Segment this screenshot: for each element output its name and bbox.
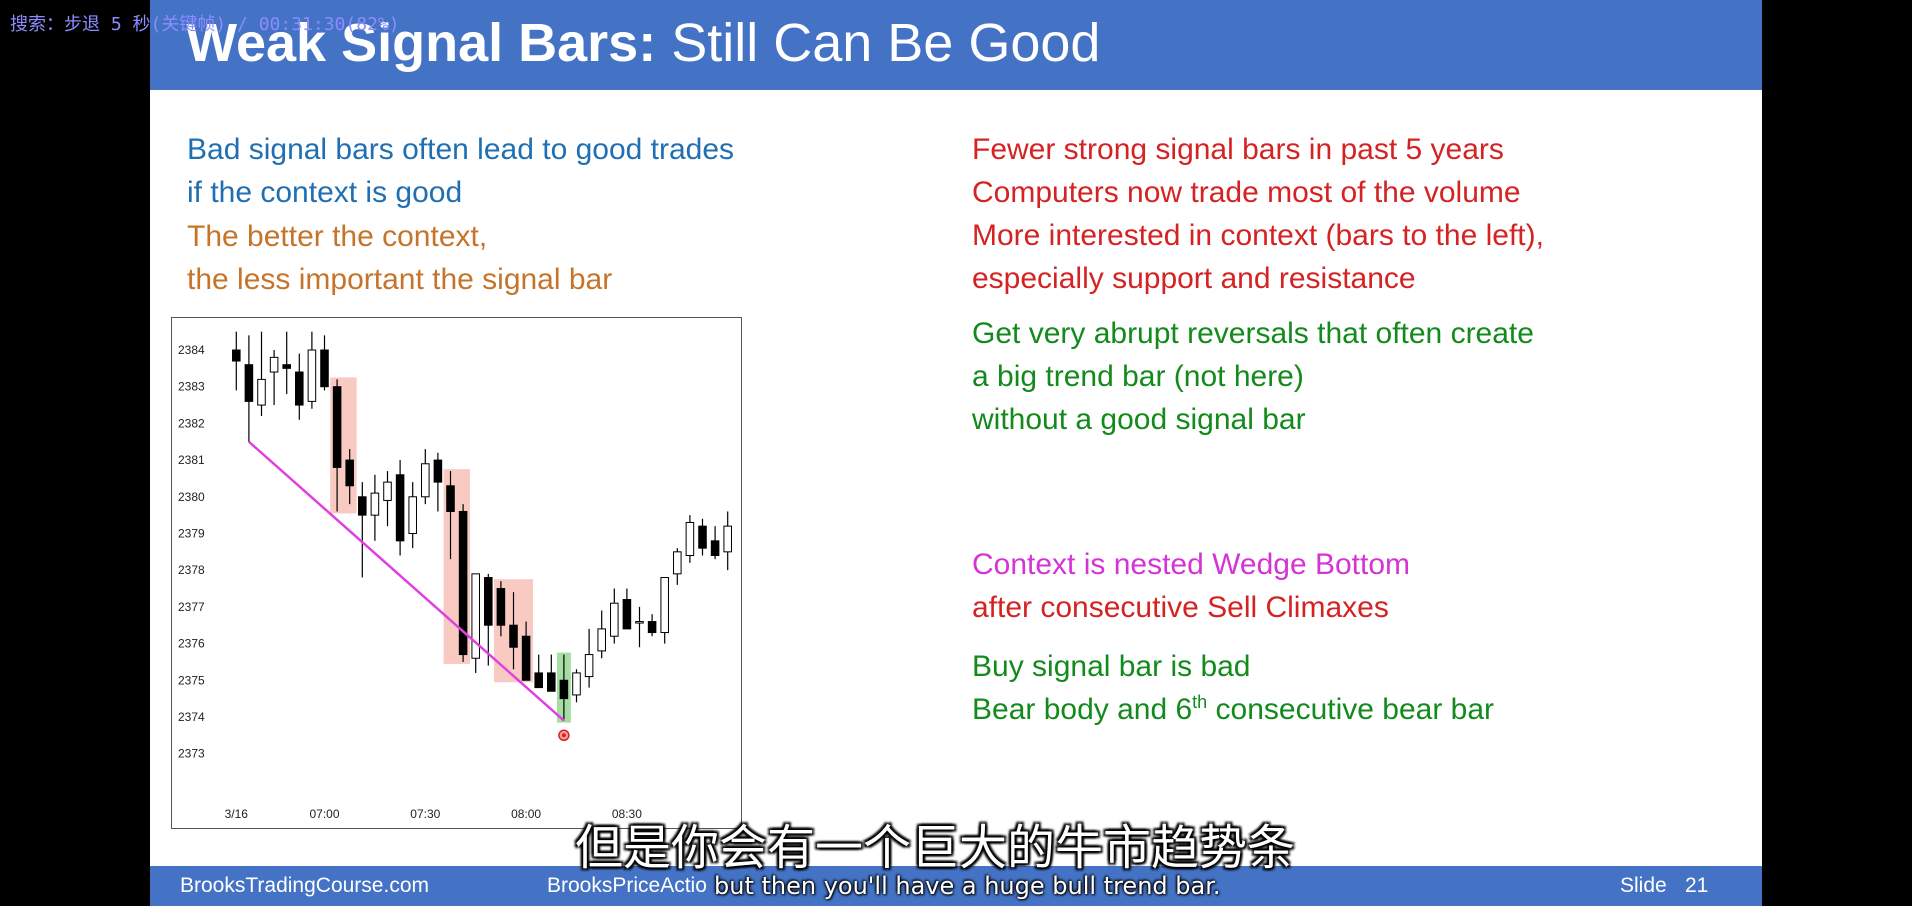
- candle-body: [534, 672, 543, 689]
- candle-body: [610, 602, 619, 637]
- candle-body: [496, 588, 506, 626]
- subtitle-english: but then you'll have a huge bull trend b…: [714, 872, 1221, 900]
- right-text-green-2: a big trend bar (not here): [972, 360, 1304, 393]
- presentation-slide: Weak Signal Bars: Still Can Be Good Bad …: [150, 0, 1762, 906]
- y-tick-label: 2376: [178, 637, 205, 651]
- title-bar: Weak Signal Bars: Still Can Be Good: [150, 0, 1762, 90]
- buy-signal-line: Buy signal bar is bad: [972, 650, 1251, 683]
- y-tick-label: 2380: [178, 490, 205, 504]
- x-tick-label: 08:30: [612, 807, 642, 821]
- y-tick-label: 2377: [178, 600, 205, 614]
- candle-body: [572, 672, 581, 696]
- candle-body: [584, 654, 594, 678]
- candle-body: [332, 386, 342, 468]
- candle-body: [433, 459, 443, 483]
- candle-body: [257, 378, 266, 406]
- candle-body: [446, 485, 455, 512]
- chart-svg: 2384 2383 2382 2381 2380 2379 2378 2377 2376 2375…: [178, 331, 732, 821]
- x-tick-label: 3/16: [225, 807, 249, 821]
- y-tick-label: 2384: [178, 343, 205, 357]
- candle-body: [471, 573, 480, 659]
- footer-middle: BrooksPriceActio: [547, 874, 707, 897]
- x-tick-label: 07:30: [410, 807, 440, 821]
- bear-body-sup: th: [1192, 692, 1208, 712]
- candle-body: [358, 496, 367, 516]
- signal-marker-dot: [561, 733, 566, 738]
- candle-body: [723, 525, 732, 553]
- y-tick-label: 2375: [178, 673, 205, 687]
- candle-body: [244, 364, 254, 402]
- right-text-green-3: without a good signal bar: [972, 403, 1306, 436]
- right-text-green-1: Get very abrupt reversals that often cre…: [972, 317, 1534, 350]
- slide-title: Weak Signal Bars: Still Can Be Good: [186, 12, 1100, 74]
- candle-body: [710, 540, 720, 557]
- candle-body: [484, 577, 493, 626]
- footer-bar: BrooksTradingCourse.com BrooksPriceActio…: [150, 866, 1762, 906]
- candle-body: [458, 510, 468, 656]
- bear-body-pre: Bear body and 6: [972, 693, 1193, 726]
- candle-body: [547, 672, 556, 692]
- candle-body: [307, 349, 317, 402]
- candle-body: [660, 577, 669, 634]
- wedge-trendline: [248, 440, 565, 722]
- sell-climax-line: after consecutive Sell Climaxes: [972, 591, 1389, 624]
- candle-body: [597, 628, 606, 652]
- candle-body: [232, 349, 241, 362]
- candle-body: [295, 371, 304, 406]
- y-tick-label: 2381: [178, 453, 205, 467]
- slide-title-rest: Still Can Be Good: [671, 13, 1101, 73]
- bear-body-post: consecutive bear bar: [1207, 693, 1495, 726]
- bear-body-line: Bear body and 6th consecutive bear bar: [972, 692, 1494, 727]
- candle-body: [559, 679, 569, 700]
- candle-body: [421, 463, 430, 498]
- right-text-red-2: Computers now trade most of the volume: [972, 176, 1521, 209]
- right-text-red-4: especially support and resistance: [972, 262, 1416, 295]
- candle-body: [408, 496, 417, 534]
- left-text-line-1: Bad signal bars often lead to good trade…: [187, 133, 735, 166]
- left-text-line-2: if the context is good: [187, 176, 463, 209]
- candle-body: [370, 492, 380, 516]
- footer-slide-label: Slide: [1620, 874, 1667, 897]
- footer-left: BrooksTradingCourse.com: [180, 874, 429, 897]
- y-tick-label: 2374: [178, 710, 205, 724]
- y-tick-label: 2379: [178, 526, 205, 540]
- y-tick-label: 2383: [178, 380, 205, 394]
- candle-body: [647, 621, 657, 634]
- candle-body: [320, 349, 329, 388]
- candle-body: [269, 356, 279, 373]
- right-text-red-3: More interested in context (bars to the …: [972, 219, 1544, 252]
- left-text-line-4: the less important the signal bar: [187, 263, 613, 296]
- candlestick-chart: 2384 2383 2382 2381 2380 2379 2378 2377 2376 2375…: [171, 317, 742, 829]
- footer-slide-number: 21: [1685, 874, 1709, 897]
- candle-body: [698, 525, 707, 549]
- candle-body: [395, 474, 405, 542]
- y-tick-label: 2378: [178, 563, 205, 577]
- candle-body: [622, 599, 632, 630]
- x-tick-label: 07:00: [309, 807, 339, 821]
- slide-title-bold: Weak Signal Bars:: [186, 13, 657, 73]
- subtitle-chinese: 但是你会有一个巨大的牛市趋势条: [575, 820, 1296, 876]
- x-tick-label: 08:00: [511, 807, 541, 821]
- video-osd-status: 搜索：步退 5 秒(关键帧) / 00:31:30(82%): [10, 14, 400, 35]
- y-tick-label: 2382: [178, 416, 205, 430]
- candle-body: [685, 521, 695, 556]
- candle-body: [345, 459, 354, 487]
- candle-body: [282, 364, 291, 369]
- candle-body: [635, 621, 644, 624]
- candle-body: [509, 624, 518, 648]
- candle-body: [521, 635, 531, 681]
- left-text-line-3: The better the context,: [187, 220, 488, 253]
- y-tick-label: 2373: [178, 747, 205, 761]
- context-line: Context is nested Wedge Bottom: [972, 548, 1411, 581]
- right-text-red-1: Fewer strong signal bars in past 5 years: [972, 133, 1504, 166]
- candle-body: [383, 481, 392, 501]
- candle-body: [673, 551, 682, 575]
